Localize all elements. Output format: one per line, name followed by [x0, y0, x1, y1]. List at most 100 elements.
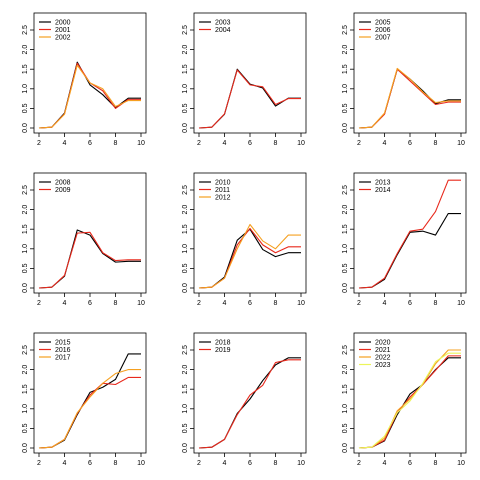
y-tick-label: 0.0 — [22, 283, 29, 293]
x-tick-label: 10 — [457, 460, 465, 467]
y-tick-label: 0.0 — [182, 443, 189, 453]
series-line-2017 — [38, 369, 141, 449]
legend-label: 2003 — [215, 20, 231, 27]
legend-label: 2016 — [55, 347, 71, 354]
series-line-2009 — [38, 231, 141, 289]
x-tick-label: 6 — [88, 300, 92, 307]
x-tick-label: 6 — [88, 460, 92, 467]
x-tick-label: 8 — [274, 300, 278, 307]
x-tick-label: 6 — [408, 140, 412, 147]
x-tick-label: 2 — [357, 140, 361, 147]
plot-frame — [353, 332, 467, 454]
y-tick-label: 0.5 — [182, 263, 189, 273]
legend-label: 2012 — [215, 195, 231, 202]
series-line-2015 — [38, 353, 141, 449]
y-tick-label: 1.5 — [342, 224, 349, 234]
y-tick-label: 1.0 — [342, 244, 349, 254]
series-line-2021 — [358, 355, 461, 449]
legend-label: 2011 — [215, 187, 230, 194]
y-tick-label: 1.0 — [182, 84, 189, 94]
y-tick-label: 2.5 — [22, 345, 29, 355]
series-line-2014 — [358, 179, 461, 289]
y-tick-label: 1.5 — [182, 384, 189, 394]
y-tick-label: 2.5 — [182, 345, 189, 355]
y-tick-label: 1.0 — [182, 404, 189, 414]
x-tick-label: 4 — [223, 300, 227, 307]
y-tick-label: 1.5 — [342, 384, 349, 394]
series-line-2023 — [358, 352, 461, 449]
x-tick-label: 6 — [88, 140, 92, 147]
x-tick-label: 10 — [297, 460, 305, 467]
y-tick-label: 2.0 — [342, 45, 349, 55]
y-tick-label: 2.0 — [182, 365, 189, 375]
y-tick-label: 1.0 — [182, 244, 189, 254]
legend-label: 2015 — [55, 340, 71, 347]
y-tick-label: 0.5 — [342, 103, 349, 113]
x-tick-label: 4 — [63, 140, 67, 147]
x-tick-label: 6 — [248, 460, 252, 467]
y-tick-label: 1.5 — [182, 224, 189, 234]
x-tick-label: 4 — [383, 460, 387, 467]
x-tick-label: 8 — [434, 460, 438, 467]
x-tick-label: 10 — [137, 460, 145, 467]
y-tick-label: 2.5 — [342, 345, 349, 355]
x-tick-label: 2 — [37, 300, 41, 307]
plot-frame — [193, 332, 307, 454]
y-tick-label: 0.5 — [182, 423, 189, 433]
series-line-2018 — [198, 357, 301, 449]
series-line-2020 — [358, 357, 461, 449]
legend-label: 2010 — [215, 180, 231, 187]
x-tick-label: 4 — [63, 460, 67, 467]
x-tick-label: 2 — [357, 300, 361, 307]
y-tick-label: 0.0 — [182, 123, 189, 133]
plot-frame — [353, 12, 467, 134]
x-tick-label: 6 — [248, 300, 252, 307]
y-tick-label: 1.0 — [22, 404, 29, 414]
y-tick-label: 2.0 — [182, 45, 189, 55]
y-tick-label: 1.5 — [342, 64, 349, 74]
y-tick-label: 1.0 — [342, 404, 349, 414]
x-tick-label: 4 — [383, 300, 387, 307]
x-tick-label: 10 — [137, 300, 145, 307]
y-tick-label: 1.5 — [22, 224, 29, 234]
series-line-2016 — [38, 376, 141, 449]
legend-label: 2017 — [55, 355, 71, 362]
x-tick-label: 4 — [63, 300, 67, 307]
y-tick-label: 2.0 — [22, 205, 29, 215]
x-tick-label: 8 — [114, 460, 118, 467]
series-line-2004 — [198, 69, 301, 129]
y-tick-label: 1.0 — [22, 84, 29, 94]
legend-label: 2020 — [375, 340, 391, 347]
legend-label: 2009 — [55, 187, 71, 194]
x-tick-label: 8 — [114, 300, 118, 307]
plot-frame — [193, 172, 307, 294]
y-tick-label: 0.0 — [22, 123, 29, 133]
x-tick-label: 2 — [37, 140, 41, 147]
series-line-2007 — [358, 67, 461, 129]
y-tick-label: 2.0 — [342, 205, 349, 215]
y-tick-label: 2.5 — [182, 185, 189, 195]
series-line-2019 — [198, 359, 301, 449]
y-tick-label: 0.0 — [342, 443, 349, 453]
series-line-2013 — [358, 212, 461, 289]
x-tick-label: 2 — [197, 300, 201, 307]
y-tick-label: 0.0 — [342, 123, 349, 133]
x-tick-label: 4 — [383, 140, 387, 147]
y-tick-label: 2.5 — [342, 185, 349, 195]
y-tick-label: 0.5 — [22, 423, 29, 433]
plot-frame — [33, 12, 147, 134]
legend-label: 2022 — [375, 355, 391, 362]
series-line-2001 — [38, 62, 141, 129]
x-tick-label: 4 — [223, 460, 227, 467]
series-line-2000 — [38, 61, 141, 129]
y-tick-label: 2.5 — [22, 185, 29, 195]
legend-label: 2013 — [375, 180, 391, 187]
legend-label: 2007 — [375, 35, 391, 42]
